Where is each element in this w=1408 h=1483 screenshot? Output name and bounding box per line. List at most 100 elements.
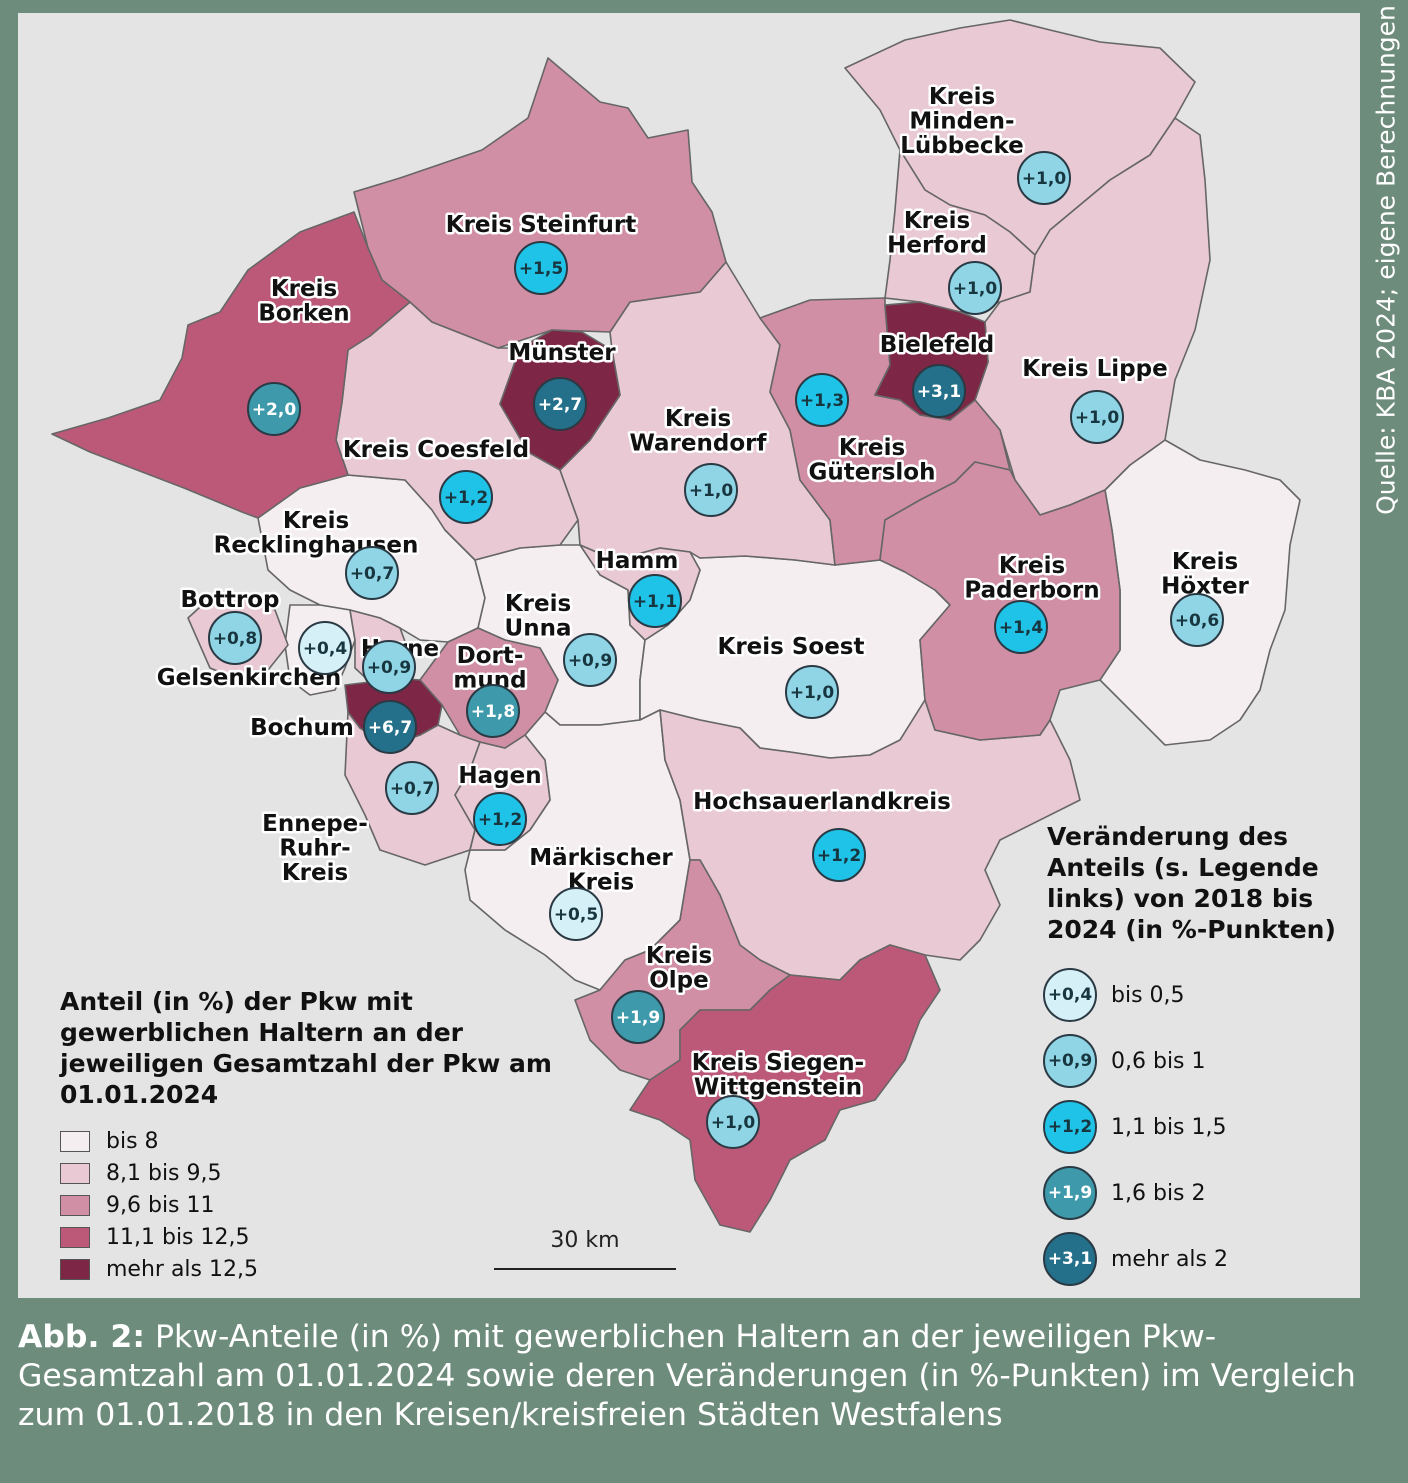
change-bubble-bottrop bbox=[208, 611, 262, 665]
change-value-kreis-soest: +1,0 bbox=[790, 683, 835, 703]
change-bubble-kreis-minden-luebbecke bbox=[1017, 151, 1071, 205]
change-bubble-kreis-paderborn bbox=[994, 600, 1048, 654]
legend-change-label: 1,6 bis 2 bbox=[1111, 1180, 1206, 1206]
caption-prefix: Abb. 2: bbox=[18, 1319, 145, 1355]
change-bubble-kreis-recklinghausen bbox=[345, 546, 399, 600]
region-kreis-siegen-wittgenstein bbox=[629, 944, 941, 1233]
change-value-bottrop: +0,8 bbox=[213, 629, 257, 649]
region-label-hochsauerlandkreis: Hochsauerlandkreis bbox=[693, 789, 951, 815]
region-label-kreis-paderborn: Paderborn bbox=[964, 578, 1099, 604]
change-bubble-maerkischer-kreis bbox=[549, 887, 603, 941]
legend-change-title: Veränderung des Anteils (s. Legende link… bbox=[1047, 821, 1336, 945]
change-value-ennepe-ruhr-kreis: +0,7 bbox=[390, 779, 434, 799]
change-bubble-kreis-lippe bbox=[1070, 390, 1124, 444]
region-bubbles: +1,5 +2,0 +2,7 +1,2 +1,0 +1,0 +1,0 +3,1 +1,3 +1,0… bbox=[208, 151, 1224, 1149]
change-value-kreis-unna: +0,9 bbox=[568, 651, 612, 671]
change-value-kreis-minden-luebbecke: +1,0 bbox=[1022, 169, 1067, 189]
map-panel: Kreis Steinfurt Kreis Borken Münster Kreis C… bbox=[18, 13, 1360, 1298]
region-label-kreis-unna: Kreis bbox=[505, 591, 571, 617]
region-label-maerkischer-kreis: Märkischer bbox=[529, 845, 673, 871]
change-value-kreis-olpe: +1,9 bbox=[616, 1008, 660, 1028]
region-kreis-borken bbox=[51, 211, 411, 519]
legend-change-bubble: +0,4 bbox=[1043, 968, 1097, 1022]
change-value-herne: +0,9 bbox=[367, 658, 411, 678]
region-label-kreis-guetersloh: Kreis bbox=[839, 435, 905, 461]
region-label-hamm: Hamm bbox=[596, 548, 679, 574]
region-label-kreis-recklinghausen: Kreis bbox=[283, 508, 349, 534]
legend-share-label: mehr als 12,5 bbox=[106, 1257, 258, 1282]
region-label-kreis-guetersloh: Gütersloh bbox=[809, 460, 936, 486]
scale-bar bbox=[494, 1268, 676, 1270]
change-value-kreis-borken: +2,0 bbox=[252, 400, 297, 420]
legend-share-title-line: gewerblichen Haltern an der bbox=[60, 1018, 463, 1047]
change-value-kreis-guetersloh: +1,3 bbox=[800, 391, 844, 411]
change-bubble-hagen bbox=[473, 792, 527, 846]
legend-swatch bbox=[60, 1195, 90, 1216]
legend-share-label: bis 8 bbox=[106, 1129, 159, 1154]
legend-share-title: Anteil (in %) der Pkw mit gewerblichen H… bbox=[60, 986, 552, 1110]
change-bubble-kreis-guetersloh bbox=[795, 373, 849, 427]
region-label-bottrop: Bottrop bbox=[181, 587, 280, 613]
region-label-kreis-borken: Kreis bbox=[271, 276, 337, 302]
legend-share-title-line: 01.01.2024 bbox=[60, 1080, 219, 1109]
legend-share-title-line: Anteil (in %) der Pkw mit bbox=[60, 987, 413, 1016]
region-kreis-paderborn bbox=[879, 461, 1121, 741]
legend-change-item: +3,1 mehr als 2 bbox=[1043, 1232, 1228, 1286]
legend-change-item: +0,9 0,6 bis 1 bbox=[1043, 1034, 1206, 1088]
region-label-kreis-hoexter: Kreis bbox=[1172, 549, 1238, 575]
legend-change-bubble: +0,9 bbox=[1043, 1034, 1097, 1088]
legend-share-label: 9,6 bis 11 bbox=[106, 1193, 215, 1218]
change-value-kreis-recklinghausen: +0,7 bbox=[350, 564, 394, 584]
change-value-muenster: +2,7 bbox=[538, 395, 582, 415]
region-label-kreis-unna: Unna bbox=[505, 616, 572, 642]
change-bubble-bielefeld bbox=[912, 364, 966, 418]
scale-label: 30 km bbox=[550, 1228, 620, 1253]
change-value-bielefeld: +3,1 bbox=[917, 382, 961, 402]
region-label-kreis-olpe: Kreis bbox=[646, 943, 712, 969]
legend-change-bubble: +3,1 bbox=[1043, 1232, 1097, 1286]
change-value-bochum: +6,7 bbox=[368, 718, 412, 738]
region-label-kreis-steinfurt: Kreis Steinfurt bbox=[446, 212, 636, 238]
change-bubble-kreis-olpe bbox=[611, 990, 665, 1044]
figure-caption: Abb. 2: Pkw-Anteile (in %) mit gewerblic… bbox=[18, 1318, 1388, 1435]
change-value-maerkischer-kreis: +0,5 bbox=[554, 905, 598, 925]
source-note-text: Quelle: KBA 2024; eigene Berechnungen bbox=[1371, 5, 1401, 515]
region-label-kreis-warendorf: Kreis bbox=[665, 406, 731, 432]
region-label-ennepe-ruhr-kreis: Ruhr- bbox=[279, 836, 350, 862]
legend-swatch bbox=[60, 1259, 90, 1280]
legend-change-title-line: 2024 (in %-Punkten) bbox=[1047, 915, 1336, 944]
region-label-bielefeld: Bielefeld bbox=[880, 332, 994, 358]
region-label-kreis-lippe: Kreis Lippe bbox=[1022, 356, 1167, 382]
region-label-ennepe-ruhr-kreis: Ennepe- bbox=[262, 811, 368, 837]
region-label-kreis-paderborn: Kreis bbox=[999, 553, 1065, 579]
change-bubble-kreis-steinfurt bbox=[514, 241, 568, 295]
change-value-kreis-coesfeld: +1,2 bbox=[444, 488, 488, 508]
change-bubble-bochum bbox=[363, 700, 417, 754]
region-label-kreis-minden-luebbecke: Minden- bbox=[909, 109, 1014, 135]
change-bubble-kreis-herford bbox=[948, 261, 1002, 315]
change-value-kreis-steinfurt: +1,5 bbox=[519, 259, 563, 279]
legend-change-title-line: Veränderung des bbox=[1047, 822, 1289, 851]
legend-change-item: +1,2 1,1 bis 1,5 bbox=[1043, 1100, 1227, 1154]
change-value-hamm: +1,1 bbox=[633, 592, 677, 612]
region-label-ennepe-ruhr-kreis: Kreis bbox=[282, 860, 348, 886]
change-bubble-kreis-unna bbox=[563, 633, 617, 687]
region-label-kreis-siegen-wittgenstein: Kreis Siegen- bbox=[692, 1050, 864, 1076]
region-label-kreis-herford: Herford bbox=[887, 233, 987, 259]
legend-share-item: bis 8 bbox=[60, 1129, 159, 1154]
legend-change-title-line: links) von 2018 bis bbox=[1047, 884, 1314, 913]
region-label-kreis-coesfeld: Kreis Coesfeld bbox=[343, 437, 529, 463]
region-label-kreis-herford: Kreis bbox=[904, 208, 970, 234]
region-label-kreis-minden-luebbecke: Lübbecke bbox=[900, 133, 1023, 159]
change-value-dortmund: +1,8 bbox=[471, 702, 515, 722]
region-label-muenster: Münster bbox=[508, 340, 616, 366]
region-label-hagen: Hagen bbox=[458, 763, 541, 789]
change-value-kreis-lippe: +1,0 bbox=[1075, 408, 1120, 428]
legend-change-label: 1,1 bis 1,5 bbox=[1111, 1114, 1227, 1140]
caption-text: Pkw-Anteile (in %) mit gewerblichen Halt… bbox=[18, 1319, 1356, 1433]
change-bubble-ennepe-ruhr-kreis bbox=[385, 761, 439, 815]
legend-change-item: +0,4 bis 0,5 bbox=[1043, 968, 1185, 1022]
change-bubble-kreis-hoexter bbox=[1170, 593, 1224, 647]
